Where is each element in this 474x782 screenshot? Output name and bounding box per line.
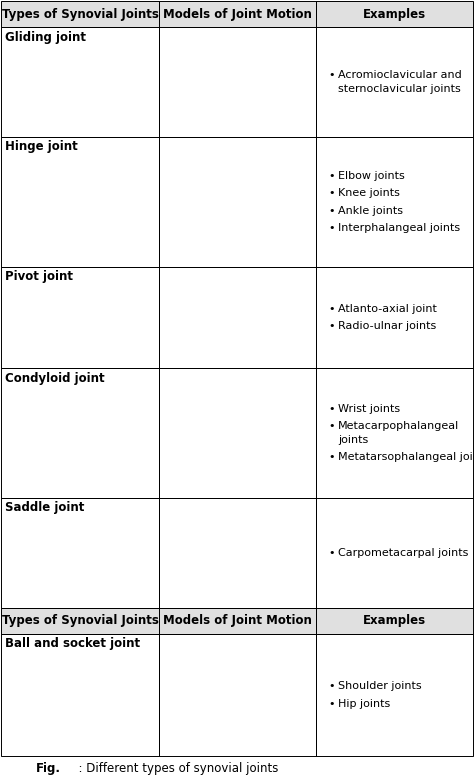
Text: •: • (328, 170, 335, 181)
Text: Radio-ulnar joints: Radio-ulnar joints (338, 321, 436, 332)
Text: Models of Joint Motion: Models of Joint Motion (163, 8, 312, 20)
Text: •: • (328, 206, 335, 216)
Text: sternoclavicular joints: sternoclavicular joints (338, 84, 461, 94)
Text: Shoulder joints: Shoulder joints (338, 681, 422, 691)
Text: Saddle joint: Saddle joint (5, 501, 84, 515)
Text: Pivot joint: Pivot joint (5, 271, 73, 283)
Text: •: • (328, 698, 335, 708)
Bar (316, 368, 473, 498)
Text: Models of Joint Motion: Models of Joint Motion (163, 614, 312, 627)
Text: Condyloid joint: Condyloid joint (5, 371, 105, 385)
Text: Gliding joint: Gliding joint (5, 30, 86, 44)
Bar (159, 634, 316, 755)
Text: •: • (328, 547, 335, 558)
Text: •: • (328, 188, 335, 198)
Bar (159, 1, 316, 27)
Bar (1, 137, 159, 267)
Text: : Different types of synovial joints: : Different types of synovial joints (56, 762, 278, 775)
Text: Atlanto-axial joint: Atlanto-axial joint (338, 303, 437, 314)
Bar (1, 27, 159, 137)
Bar (1, 634, 159, 755)
Text: •: • (328, 681, 335, 691)
Bar (316, 498, 473, 608)
Bar (316, 27, 473, 137)
Bar (316, 137, 473, 267)
Text: Hinge joint: Hinge joint (5, 141, 78, 153)
Text: Knee joints: Knee joints (338, 188, 400, 198)
Text: •: • (328, 421, 335, 432)
Text: Ball and socket joint: Ball and socket joint (5, 637, 140, 651)
Text: •: • (328, 452, 335, 462)
Bar (316, 608, 473, 634)
Bar (1, 1, 159, 27)
Text: Ankle joints: Ankle joints (338, 206, 403, 216)
Bar (1, 498, 159, 608)
Bar (1, 608, 159, 634)
Text: Hip joints: Hip joints (338, 698, 390, 708)
Text: •: • (328, 321, 335, 332)
Bar (316, 1, 473, 27)
Bar (159, 27, 316, 137)
Bar (1, 608, 159, 634)
Bar (1, 368, 159, 498)
Bar (159, 1, 316, 27)
Text: •: • (328, 223, 335, 233)
Text: Carpometacarpal joints: Carpometacarpal joints (338, 547, 468, 558)
Text: Types of Synovial Joints: Types of Synovial Joints (1, 614, 158, 627)
Text: Wrist joints: Wrist joints (338, 404, 400, 414)
Bar (159, 608, 316, 634)
Bar (1, 267, 159, 368)
Text: Examples: Examples (363, 8, 426, 20)
Bar (316, 608, 473, 634)
Text: Elbow joints: Elbow joints (338, 170, 405, 181)
Text: •: • (328, 70, 335, 81)
Text: Fig.: Fig. (36, 762, 61, 775)
Text: Metacarpophalangeal: Metacarpophalangeal (338, 421, 459, 432)
Text: Interphalangeal joints: Interphalangeal joints (338, 223, 460, 233)
Bar (159, 267, 316, 368)
Text: Metatarsophalangeal joints: Metatarsophalangeal joints (338, 452, 474, 462)
Bar (159, 368, 316, 498)
Bar (316, 634, 473, 755)
Bar (159, 608, 316, 634)
Text: Examples: Examples (363, 614, 426, 627)
Text: Types of Synovial Joints: Types of Synovial Joints (1, 8, 158, 20)
Text: joints: joints (338, 435, 368, 445)
Text: •: • (328, 303, 335, 314)
Bar (316, 1, 473, 27)
Text: •: • (328, 404, 335, 414)
Bar (159, 498, 316, 608)
Bar (316, 267, 473, 368)
Bar (1, 1, 159, 27)
Text: Acromioclavicular and: Acromioclavicular and (338, 70, 462, 81)
Bar (159, 137, 316, 267)
